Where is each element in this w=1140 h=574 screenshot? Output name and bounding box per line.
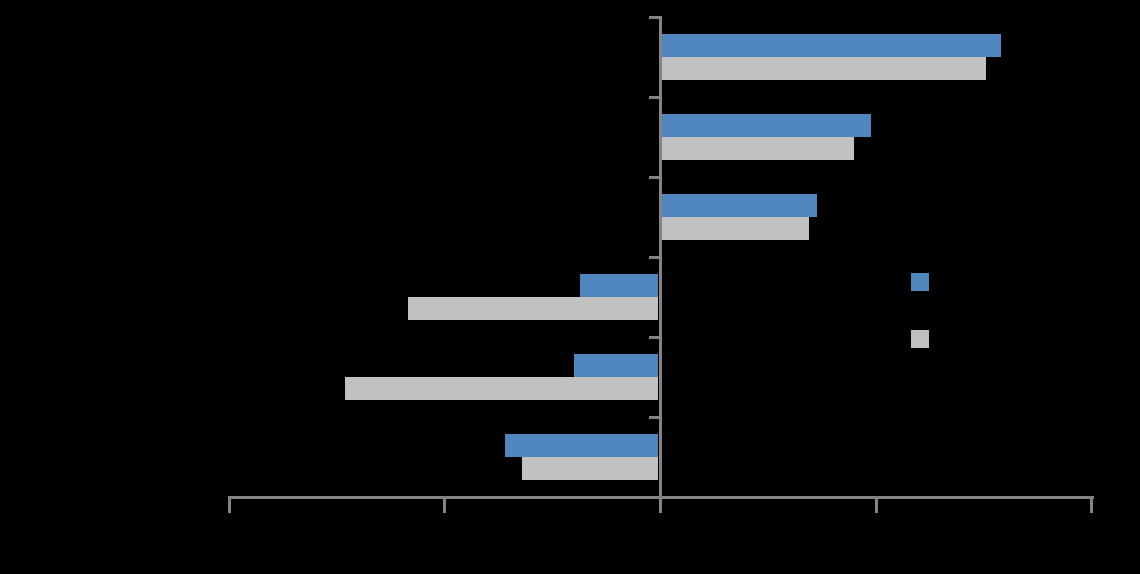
bar-series-2-gray-cat4 — [408, 297, 658, 320]
bar-series-1-blue-cat4 — [580, 274, 658, 297]
y-axis-tick — [649, 496, 662, 499]
y-axis-tick — [649, 256, 662, 259]
y-axis-tick — [649, 16, 662, 19]
legend-swatch-1 — [911, 273, 929, 291]
bar-series-1-blue-cat1 — [662, 34, 1001, 57]
y-axis-tick — [649, 416, 662, 419]
bar-series-1-blue-cat5 — [574, 354, 658, 377]
x-axis-tick — [443, 496, 446, 513]
x-axis-tick — [228, 496, 231, 513]
bar-series-2-gray-cat1 — [662, 57, 986, 80]
bar-series-2-gray-cat6 — [522, 457, 658, 480]
bar-series-2-gray-cat5 — [345, 377, 658, 400]
x-axis-tick — [875, 496, 878, 513]
bar-series-1-blue-cat3 — [662, 194, 817, 217]
y-axis-tick — [649, 176, 662, 179]
bar-series-1-blue-cat2 — [662, 114, 871, 137]
bar-series-2-gray-cat2 — [662, 137, 854, 160]
y-axis-tick — [649, 336, 662, 339]
bar-series-2-gray-cat3 — [662, 217, 809, 240]
x-axis-tick — [1090, 496, 1093, 513]
y-axis-line — [659, 17, 662, 513]
bar-series-1-blue-cat6 — [505, 434, 658, 457]
legend-swatch-2 — [911, 330, 929, 348]
y-axis-tick — [649, 96, 662, 99]
